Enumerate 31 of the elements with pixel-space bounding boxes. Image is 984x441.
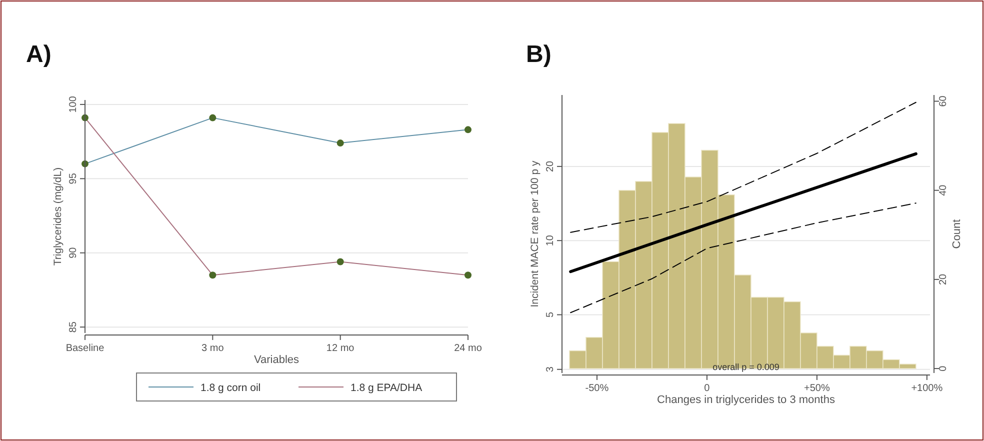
y-tick-label: 5 — [545, 312, 556, 318]
chart-title: B) — [526, 41, 552, 68]
y2-tick-label: 60 — [938, 95, 949, 107]
y-tick-label: 10 — [545, 234, 556, 246]
x-tick-label: +50% — [804, 383, 830, 394]
y-axis-title: Triglycerides (mg/dL) — [52, 167, 64, 266]
x-tick-label: 3 mo — [202, 343, 224, 354]
y2-axis-title: Count — [951, 219, 963, 249]
y2-tick-label: 0 — [938, 365, 949, 372]
y-tick-label: 85 — [68, 321, 79, 333]
x-tick-label: -50% — [585, 383, 609, 394]
chart-title: A) — [26, 41, 52, 68]
x-tick-label: 12 mo — [326, 343, 355, 354]
legend-label: 1.8 g EPA/DHA — [350, 382, 422, 394]
legend-label: 1.8 g corn oil — [200, 382, 261, 394]
y-tick-label: 20 — [545, 160, 556, 172]
x-tick-label: 0 — [704, 383, 710, 394]
x-tick-label: +100% — [911, 383, 943, 394]
y-tick-label: 3 — [545, 366, 556, 372]
x-axis-title: Variables — [254, 354, 300, 366]
y-tick-label: 95 — [68, 172, 79, 184]
y2-tick-label: 40 — [938, 184, 949, 196]
x-tick-label: Baseline — [66, 343, 105, 354]
y-tick-label: 100 — [68, 96, 79, 113]
x-tick-label: 24 mo — [454, 343, 482, 354]
y2-tick-label: 20 — [938, 273, 949, 286]
y-tick-label: 90 — [68, 246, 79, 258]
line-series — [570, 202, 916, 314]
line-series — [570, 102, 916, 233]
x-axis-title: Changes in triglycerides to 3 months — [657, 394, 836, 406]
y-axis-title: Incident MACE rate per 100 p y — [529, 160, 541, 308]
